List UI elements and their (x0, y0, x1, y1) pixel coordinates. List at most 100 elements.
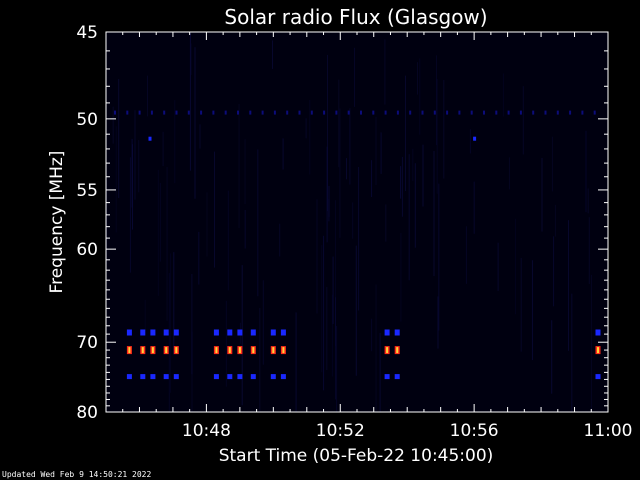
burst-band-lower (394, 374, 400, 380)
interference-dot (347, 110, 350, 115)
interference-dot (298, 110, 301, 115)
burst-core (215, 347, 218, 354)
noise-streak (118, 79, 120, 198)
interference-dot (421, 110, 424, 115)
x-tick-label: 10:48 (182, 421, 231, 441)
noise-streak (419, 58, 421, 135)
noise-streak (371, 318, 373, 352)
interference-dot (384, 110, 387, 115)
noise-streak (244, 210, 246, 249)
noise-streak (443, 80, 445, 179)
burst-band-upper (237, 329, 243, 336)
interference-dot (310, 110, 313, 115)
interference-dot (200, 110, 203, 115)
noise-streak (272, 40, 273, 69)
noise-streak (588, 217, 590, 284)
x-tick-label: 10:56 (450, 421, 499, 441)
spectrogram-background (106, 32, 608, 412)
noise-streak (568, 220, 569, 351)
burst-band-upper (150, 329, 156, 336)
burst-core (141, 347, 144, 354)
burst-core (151, 347, 154, 354)
noise-streak (282, 138, 284, 170)
noise-streak (358, 167, 360, 311)
interference-dot (335, 110, 338, 115)
noise-streak (238, 104, 240, 228)
y-tick-label: 70 (76, 333, 98, 353)
noise-streak (400, 232, 402, 322)
interference-dot (237, 110, 239, 115)
noise-streak (346, 158, 347, 180)
noise-streak (384, 39, 386, 105)
noise-streak (138, 140, 140, 193)
noise-streak (259, 307, 261, 412)
noise-streak (354, 47, 355, 107)
noise-streak (244, 139, 246, 205)
interference-dot (483, 110, 485, 115)
burst-core (282, 347, 285, 354)
noise-streak (571, 293, 573, 412)
burst-band-upper (394, 329, 400, 336)
burst-band-lower (213, 374, 219, 380)
noise-streak (162, 131, 164, 167)
plot-area (106, 32, 608, 412)
noise-streak (173, 252, 175, 355)
noise-streak (531, 260, 533, 361)
noise-streak (169, 253, 171, 393)
noise-streak (422, 144, 424, 207)
y-tick-label: 50 (76, 110, 98, 130)
x-tick-label: 10:52 (316, 421, 365, 441)
noise-streak (375, 284, 377, 412)
burst-core (272, 347, 275, 354)
burst-band-lower (280, 374, 286, 380)
burst-band-lower (140, 374, 146, 380)
burst-band-lower (384, 374, 390, 380)
noise-streak (508, 157, 510, 190)
interference-dot (556, 110, 559, 115)
interference-dot (507, 110, 510, 115)
noise-streak (198, 231, 200, 285)
noise-streak (385, 204, 387, 242)
noise-streak (112, 106, 114, 144)
noise-streak (323, 235, 325, 391)
noise-streak (191, 274, 193, 375)
noise-streak (189, 32, 191, 171)
burst-core (228, 347, 231, 354)
noise-streak (400, 166, 402, 199)
burst-marks (114, 110, 601, 380)
interference-dot (138, 110, 141, 115)
interference-dot (323, 110, 326, 115)
burst-band-upper (280, 329, 286, 336)
burst-band-upper (250, 329, 256, 336)
noise-streak (514, 218, 516, 315)
y-tick-label: 55 (76, 181, 98, 201)
interference-dot (446, 110, 449, 115)
noise-streak (437, 296, 439, 349)
noise-streak (469, 129, 471, 154)
interference-dot (187, 110, 190, 115)
noise-streak (225, 300, 227, 387)
burst-band-lower (173, 374, 179, 380)
burst-band-lower (595, 374, 601, 380)
y-axis: 45 50 55 60 70 80 (76, 23, 608, 423)
interference-dot (458, 110, 461, 115)
noise-streak (328, 199, 330, 222)
interference-dot (224, 110, 227, 115)
burst-band-upper (384, 329, 390, 336)
interference-dot (470, 110, 473, 115)
noise-streak (159, 182, 161, 262)
noise-streak (438, 183, 440, 331)
noise-streak (316, 199, 318, 314)
burst-band-lower (270, 374, 276, 380)
noise-streak (414, 163, 416, 248)
noise-streak (585, 130, 587, 213)
noise-streak (553, 236, 555, 307)
noise-streak (379, 332, 381, 412)
noise-streak (554, 204, 556, 237)
interference-dot (593, 110, 596, 115)
noise-streak (352, 202, 354, 239)
noise-streak (129, 157, 131, 273)
update-timestamp: Updated Wed Feb 9 14:50:21 2022 (2, 470, 152, 479)
burst-core (175, 347, 178, 354)
